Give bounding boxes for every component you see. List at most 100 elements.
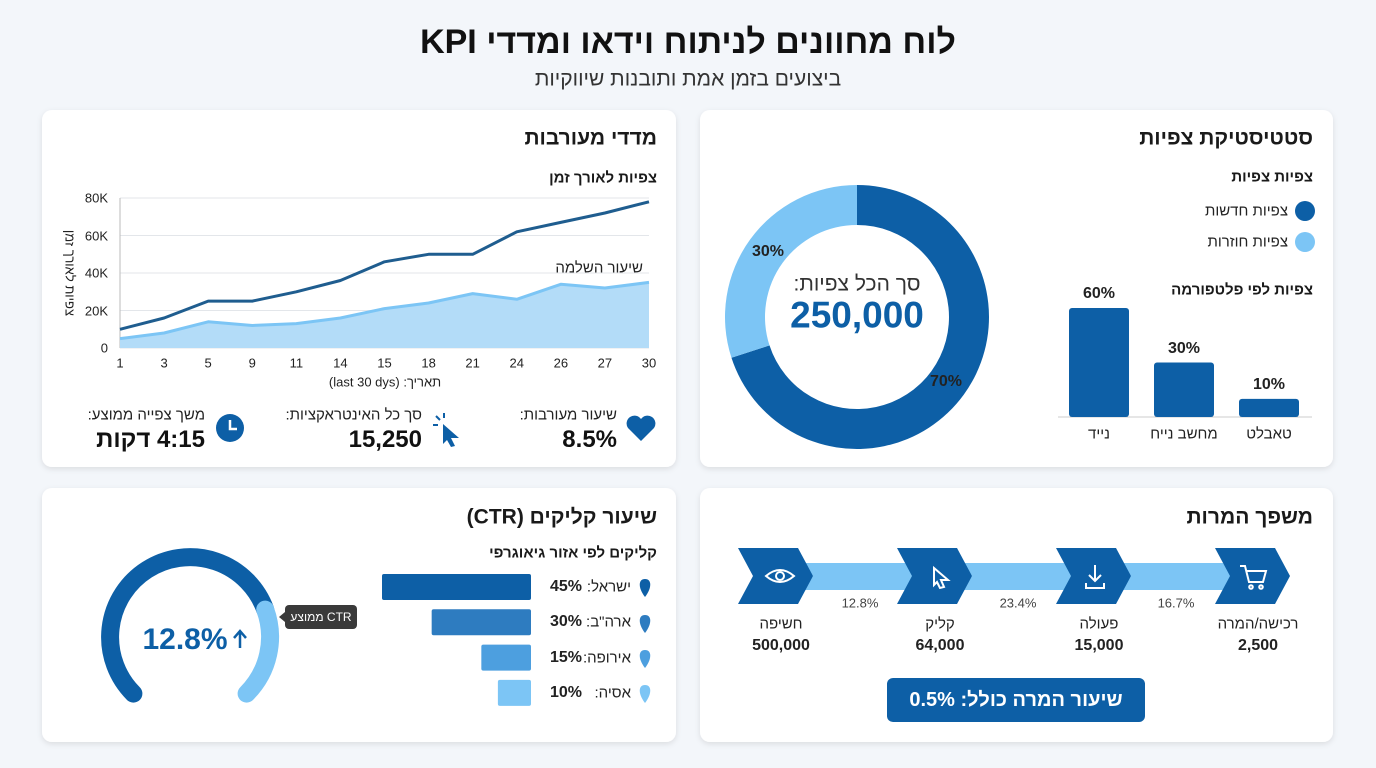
overall-rate-box [887, 678, 1145, 722]
x-tick-label: 9 [248, 355, 256, 371]
line [119, 200, 650, 331]
bar [1239, 398, 1299, 417]
up-arrow [233, 629, 247, 648]
y-axis-label: צפיות לאורך זמן [62, 229, 78, 317]
kpi-value: 4:15 דקות [96, 426, 205, 453]
funnel-connectors [803, 563, 1233, 590]
series-label: שיעור השלמה [555, 259, 643, 277]
bar [497, 679, 531, 706]
panel [42, 110, 676, 467]
x-tick-label: 11 [289, 355, 304, 371]
stage-value: 15,000 [1074, 637, 1124, 654]
stage-rate: 16.7% [1157, 595, 1195, 611]
stage-rate: 12.8% [841, 595, 879, 611]
donut-value-label: 70% [929, 372, 962, 390]
y-tick-label: 80K [84, 190, 108, 206]
bar [431, 609, 531, 636]
kpi-label: משך צפייה ממוצע: [87, 406, 205, 424]
funnel-icons [764, 565, 1268, 590]
bar-value-label: 10% [1252, 375, 1286, 393]
x-tick-label: טאבלט [1246, 425, 1292, 443]
chart-title: קליקים לפי אזור גיאוגרפי [489, 544, 657, 562]
kpi-value: 8.5% [562, 426, 617, 453]
bar [382, 574, 531, 600]
x-tick-label: 30 [641, 355, 657, 371]
page-subtitle: ביצועים בזמן אמת ותובנות שיווקיות [534, 67, 842, 91]
panel-title: שיעור קליקים (CTR) [466, 505, 657, 529]
page-title: לוח מחוונים לניתוח וידאו ומדדי KPI [420, 23, 956, 61]
donut-segment [731, 185, 989, 449]
stage-label: רכישה/המרה [1217, 615, 1299, 633]
legend-swatch [1295, 201, 1315, 221]
kpi-value: 15,250 [348, 426, 422, 453]
y-tick-label: 0 [100, 340, 108, 356]
category-label: ארה"ב: [586, 613, 631, 631]
x-tick-label: 26 [553, 355, 569, 371]
overall-rate: שיעור המרה כולל: 0.5% [909, 689, 1123, 711]
legend-label: צפיות חוזרות [1207, 233, 1288, 251]
y-tick-label: 20K [84, 303, 108, 318]
bar [1069, 308, 1129, 417]
stage-value: 500,000 [752, 637, 810, 654]
category-label: ישראל: [586, 578, 631, 596]
gauge-arc [101, 548, 275, 703]
chart-title: צפיות לאורך זמן [549, 169, 657, 187]
x-tick-label: 3 [160, 355, 168, 371]
donut-total-label: סך הכל צפיות: [793, 272, 921, 296]
panel [700, 488, 1333, 742]
stage-rate: 23.4% [999, 595, 1037, 611]
stage-value: 64,000 [915, 637, 965, 654]
tooltip-text: CTR ממוצע [290, 610, 352, 624]
panel-title: מדדי מעורבות [524, 126, 657, 150]
section-title: צפיות צפיות [1231, 168, 1313, 186]
heart-icon [626, 415, 656, 441]
gauge-value: 12.8% [142, 623, 228, 656]
panel-title: סטטיסטיקת צפיות [1139, 126, 1313, 150]
tooltip-pointer [279, 612, 285, 622]
bar-value-label: 10% [549, 683, 582, 701]
bar-value-label: 15% [549, 648, 582, 666]
kpi-label: סך כל האינטראקציות: [285, 406, 423, 424]
x-tick-label: 5 [204, 355, 212, 371]
area [120, 282, 649, 348]
bar-value-label: 30% [1167, 339, 1201, 357]
cursor-icon [443, 424, 459, 447]
category-label: אירופה: [582, 649, 631, 667]
x-tick-label: 18 [421, 355, 436, 371]
x-tick-label: נייד [1088, 425, 1110, 443]
x-tick-label: 14 [333, 355, 348, 371]
stage-label: חשיפה [759, 615, 803, 633]
gauge-arc-rest [237, 600, 280, 703]
click-rays [433, 413, 445, 426]
line [119, 280, 650, 341]
stage-label: קליק [925, 615, 955, 633]
x-tick-label: 27 [597, 355, 613, 371]
bar [1154, 362, 1214, 417]
donut-value-label: 30% [751, 243, 785, 261]
x-axis-label: תאריך: (last 30 dys) [328, 374, 442, 390]
y-tick-label: 60K [84, 228, 108, 243]
legend-swatch [1295, 232, 1315, 252]
donut-total: 250,000 [790, 294, 924, 336]
category-label: אסיה: [594, 684, 631, 702]
x-tick-label: מחשב נייח [1150, 425, 1218, 443]
legend-label: צפיות חדשות [1204, 202, 1288, 220]
clock-hands [228, 420, 237, 431]
tooltip-box [285, 605, 357, 629]
panel-title: משפך המרות [1186, 505, 1313, 529]
bar [481, 644, 531, 671]
stage-label: פעולה [1079, 615, 1119, 633]
bar-value-label: 60% [1082, 285, 1116, 302]
stage-value: 2,500 [1237, 637, 1279, 654]
x-tick-label: 21 [465, 355, 480, 371]
bar-value-label: 45% [549, 578, 582, 595]
donut-segment [724, 185, 857, 358]
pin-icons [639, 579, 651, 703]
kpi-label: שיעור מעורבות: [519, 406, 617, 424]
x-tick-label: 24 [509, 355, 524, 371]
x-tick-label: 15 [377, 355, 392, 371]
bar-value-label: 30% [549, 613, 582, 631]
y-tick-label: 40K [84, 265, 108, 281]
